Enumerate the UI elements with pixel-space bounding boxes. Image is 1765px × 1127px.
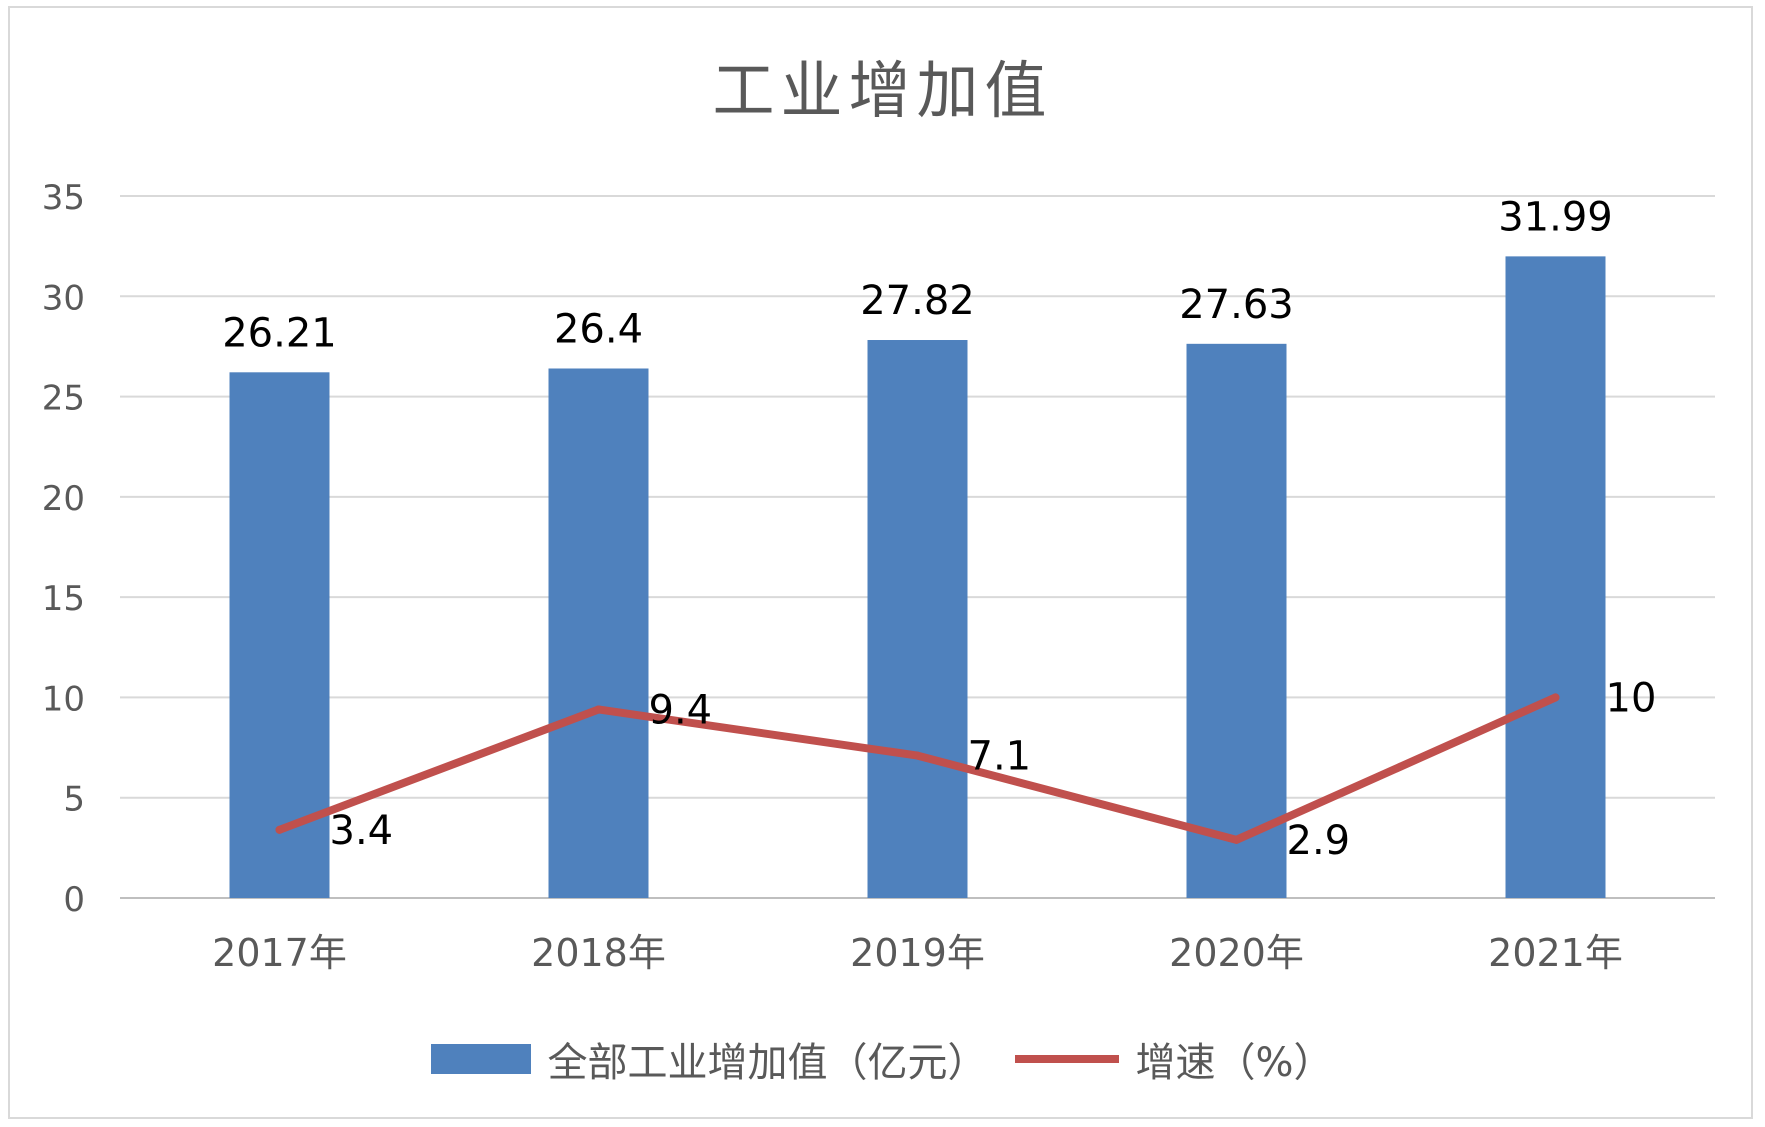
y-tick-label: 30	[42, 278, 85, 318]
y-tick-label: 0	[63, 880, 85, 920]
x-tick-label: 2018年	[531, 931, 666, 975]
line-data-label: 10	[1606, 675, 1657, 721]
line-data-label: 2.9	[1287, 818, 1351, 864]
y-tick-label: 10	[42, 679, 85, 719]
legend-label-line: 增速（%）	[1135, 1040, 1334, 1086]
bar	[1186, 343, 1287, 898]
line-data-label: 3.4	[330, 808, 394, 854]
bar	[548, 368, 649, 898]
line-point	[594, 705, 603, 714]
legend-item-line: 增速（%）	[1015, 1030, 1334, 1088]
x-tick-label: 2019年	[850, 931, 985, 975]
legend-label-bar: 全部工业增加值（亿元）	[547, 1040, 988, 1086]
legend-swatch-line	[1015, 1055, 1120, 1063]
y-tick-label: 35	[42, 178, 85, 218]
line-point	[1551, 693, 1560, 702]
bar	[867, 340, 968, 899]
bar-data-label: 27.63	[1179, 282, 1294, 328]
bar-data-label: 26.21	[222, 310, 337, 356]
legend-item-bar: 全部工业增加值（亿元）	[431, 1030, 987, 1088]
bar	[229, 372, 330, 899]
legend-swatch-bar	[431, 1044, 532, 1074]
chart-title: 工业增加值	[712, 54, 1053, 127]
bar-data-label: 31.99	[1498, 194, 1613, 240]
line-point	[1232, 835, 1241, 844]
y-tick-label: 20	[42, 479, 85, 519]
line-data-label: 9.4	[649, 687, 713, 733]
chart-legend: 全部工业增加值（亿元） 增速（%）	[0, 1030, 1765, 1088]
x-tick-label: 2021年	[1488, 931, 1623, 975]
x-tick-label: 2017年	[212, 931, 347, 975]
bar	[1505, 256, 1606, 898]
line-point	[913, 751, 922, 760]
bar-data-label: 26.4	[554, 306, 643, 352]
y-tick-label: 5	[63, 780, 85, 820]
y-tick-label: 25	[42, 379, 85, 419]
bar-data-label: 27.82	[860, 278, 975, 324]
line-point	[275, 825, 284, 834]
y-tick-label: 15	[42, 579, 85, 619]
line-data-label: 7.1	[968, 734, 1032, 780]
x-tick-label: 2020年	[1169, 931, 1304, 975]
